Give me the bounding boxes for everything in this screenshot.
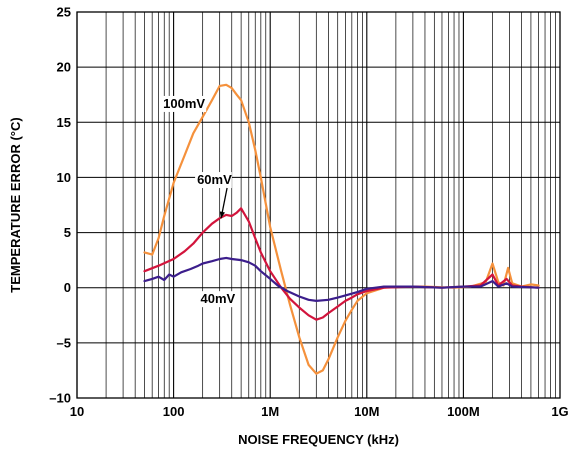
grid-lines (76, 11, 560, 399)
y-tick-label: 5 (64, 225, 71, 240)
series-line-100mv (143, 83, 540, 375)
series-annotation-100mv: 100mV (163, 96, 205, 111)
y-tick-label: –10 (49, 391, 71, 406)
y-tick-label: 10 (57, 170, 71, 185)
x-tick-label: 100 (163, 404, 185, 419)
series-annotation-60mv: 60mV (197, 172, 232, 187)
y-tick-labels: 25 20 15 10 5 0 –5 –10 (49, 5, 71, 406)
series-annotation-40mv: 40mV (201, 291, 236, 306)
annotation-arrow-head (219, 211, 225, 219)
x-axis-title: NOISE FREQUENCY (kHz) (238, 432, 399, 447)
y-tick-label: –5 (57, 335, 71, 350)
x-tick-label: 1G (551, 404, 568, 419)
annotation-background (161, 95, 207, 112)
y-tick-label: 15 (57, 115, 71, 130)
series-line-40mv (143, 256, 540, 302)
x-tick-label: 10M (354, 404, 379, 419)
annotations: 100mV 60mV 40mV (161, 95, 236, 308)
y-tick-label: 20 (57, 60, 71, 75)
annotation-background (195, 172, 232, 189)
y-axis-title: TEMPERATURE ERROR (°C) (8, 117, 23, 292)
annotation-background (198, 291, 236, 308)
y-tick-label: 25 (57, 5, 71, 20)
y-tick-label: 0 (64, 280, 71, 295)
plot-frame (76, 11, 561, 399)
x-tick-label: 1M (261, 404, 279, 419)
x-tick-label: 100M (447, 404, 480, 419)
x-tick-labels: 10 100 1M 10M 100M 1G (70, 404, 569, 419)
x-tick-label: 10 (70, 404, 84, 419)
series-lines (143, 83, 540, 375)
